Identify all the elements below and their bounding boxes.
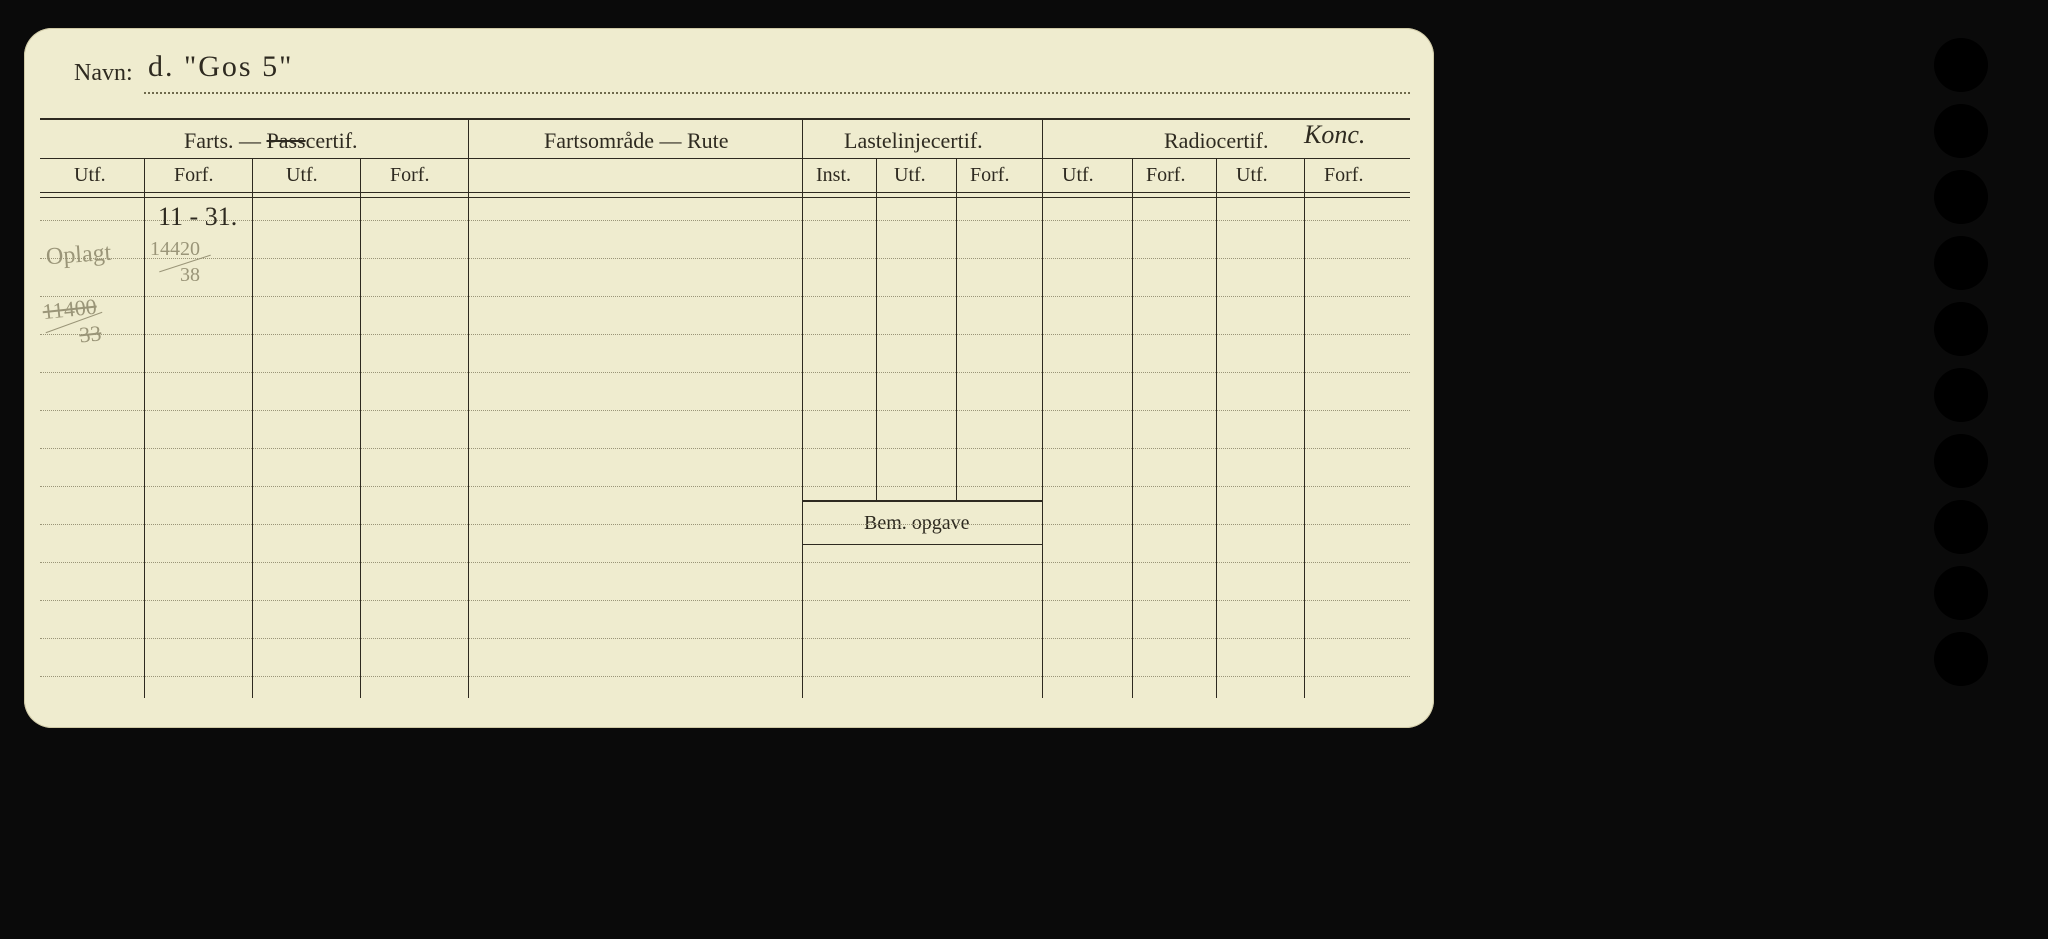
- farts-sub-utf1: Utf.: [74, 164, 106, 187]
- index-card: Navn: d. "Gos 5" Farts. — Passcertif. Fa…: [24, 28, 1434, 728]
- radio-title: Radiocertif.: [1164, 128, 1268, 154]
- farts-sub-forf1: Forf.: [174, 164, 213, 187]
- radio-hand: Konc.: [1304, 120, 1365, 150]
- entry-forf-1: 11 - 31.: [158, 202, 237, 232]
- navn-label: Navn:: [74, 60, 133, 87]
- radio-sub-utf1: Utf.: [1062, 164, 1094, 187]
- laste-sub-forf: Forf.: [970, 164, 1009, 187]
- farts-sub-forf2: Forf.: [390, 164, 429, 187]
- laste-title: Lastelinjecertif.: [844, 128, 983, 154]
- farts-title: Farts. — Passcertif.: [184, 128, 358, 154]
- radio-sub-forf1: Forf.: [1146, 164, 1185, 187]
- entry-pencil-oplagt: Oplagt: [45, 240, 112, 271]
- rute-title: Fartsområde — Rute: [544, 128, 729, 154]
- laste-sub-utf: Utf.: [894, 164, 926, 187]
- laste-sub-inst: Inst.: [816, 164, 851, 187]
- farts-sub-utf2: Utf.: [286, 164, 318, 187]
- radio-sub-utf2: Utf.: [1236, 164, 1268, 187]
- entry-pencil-frac2: 11400 33: [41, 293, 106, 352]
- radio-sub-forf2: Forf.: [1324, 164, 1363, 187]
- punch-holes: [1934, 38, 1988, 678]
- entry-pencil-frac: 14420 38: [150, 238, 212, 287]
- navn-value: d. "Gos 5": [148, 50, 293, 84]
